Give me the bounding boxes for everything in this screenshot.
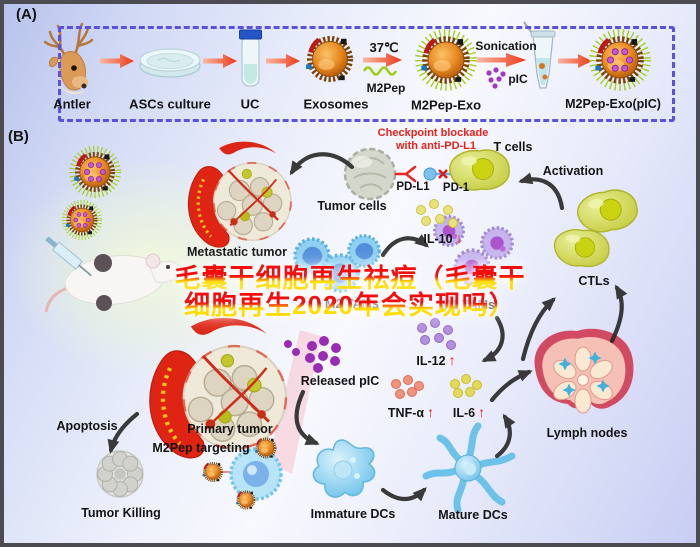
primary-tumor-label: Primary tumor	[187, 422, 273, 436]
sonication-label: Sonication	[475, 39, 537, 53]
arrow-lymph-to-ctls-2	[609, 284, 628, 344]
watermark-line-2: 细胞再生2020年会实现吗）	[184, 290, 516, 320]
arrow-il6-to-lymph	[489, 369, 533, 403]
m2pep-peptide-icon	[362, 66, 398, 76]
pd-1-label: PD-1	[442, 182, 470, 194]
exosomes-label: Exosomes	[303, 96, 369, 112]
antler-label: Antler	[53, 96, 91, 112]
il12-dots	[417, 318, 456, 350]
eppendorf-tube-icon	[523, 21, 556, 89]
pic-dots-icon	[486, 67, 506, 89]
apoptosis-label: Apoptosis	[56, 419, 118, 433]
uc-label: UC	[240, 96, 260, 112]
mature-dc-icon	[422, 422, 516, 514]
m2pep-exo-label: M2Pep-Exo	[410, 97, 482, 113]
released-pic-label: Released pIC	[300, 374, 380, 388]
temperature-label: 37℃	[369, 40, 399, 55]
pd-l1-label: PD-L1	[396, 181, 430, 193]
ctl-cell-icon-2	[551, 226, 612, 270]
il12-up-arrow-icon: ↑	[448, 352, 456, 368]
tnf-name: TNF-α	[387, 406, 425, 420]
arrow-m2-to-m1	[380, 234, 430, 258]
ctl-cell-icon-1	[574, 186, 641, 236]
tnf-dots	[391, 375, 424, 399]
tnf-label: TNF-α ↑	[388, 404, 434, 420]
tumor-cells-label: Tumor cells	[317, 199, 387, 213]
t-cells-label: T cells	[493, 140, 533, 154]
tumor-killing-label: Tumor Killing	[81, 506, 161, 520]
il10-down-arrow-icon: ↓	[455, 230, 463, 246]
arrow-pic-to-immature-dc	[294, 389, 320, 446]
petri-dish-icon	[139, 48, 201, 78]
checkpoint-blockade-label-2: with anti-PD-L1	[395, 140, 477, 152]
il12-label: IL-12 ↑	[416, 352, 455, 368]
lymph-nodes-label: Lymph nodes	[546, 426, 628, 440]
pd-interaction-icon	[394, 165, 454, 183]
targeting-beam	[268, 330, 321, 474]
arrow-activation	[518, 172, 565, 211]
il6-label: IL-6 ↑	[453, 404, 485, 420]
arrow-lymph-to-ctls-1	[520, 297, 556, 362]
il6-up-arrow-icon: ↑	[478, 404, 486, 420]
il6-name: IL-6	[452, 406, 476, 420]
m1-tam-icon-3	[480, 226, 514, 260]
lymph-node-icon	[534, 328, 634, 414]
immature-dcs-label: Immature DCs	[310, 507, 396, 521]
panel-b-tag: (B)	[8, 128, 29, 145]
ctls-label: CTLs	[578, 274, 610, 288]
syringe-icon	[45, 236, 92, 277]
mature-dcs-label: Mature DCs	[438, 508, 508, 522]
checkpoint-blockade-label-1: Checkpoint blockade	[377, 127, 489, 139]
m2pep-exo-pic-label: M2Pep-Exo(pIC)	[565, 97, 661, 111]
arrow-immature-to-mature	[380, 487, 427, 502]
il10-dots	[416, 199, 458, 228]
metastatic-tumor-icon	[186, 140, 293, 249]
tumor-cell-icon	[343, 147, 397, 201]
arrow-mature-dc-up	[494, 413, 516, 459]
m1-tams-label: M1 TAMs	[441, 298, 495, 312]
arrow-tcells-to-metastatic	[289, 152, 355, 176]
panel-a-tag: (A)	[16, 6, 37, 23]
il10-label: IL-10 ↓	[423, 230, 462, 246]
m2pep-targeting-label: M2Pep targeting	[152, 441, 250, 455]
m2-tams-label: M2 TAMs	[325, 297, 379, 311]
ascs-culture-label: ASCs culture	[129, 96, 211, 112]
mouse-icon	[44, 253, 185, 313]
m2-tam-icon-3	[347, 234, 381, 268]
arrow-m1-down	[481, 315, 505, 363]
immature-dc-icon	[312, 439, 376, 498]
metastatic-tumor-label: Metastatic tumor	[186, 245, 288, 259]
released-pic-dots	[284, 336, 341, 373]
il12-name: IL-12	[416, 354, 446, 368]
apoptotic-cell-icon	[96, 450, 144, 498]
m2pep-label: M2Pep	[366, 81, 406, 95]
activation-label: Activation	[542, 164, 604, 178]
watermark-line-1: 毛囊干细胞再生祛痘（毛囊干	[174, 263, 526, 293]
il6-dots	[450, 374, 482, 398]
pic-label: pIC	[508, 72, 528, 86]
centrifuge-tube-icon	[239, 29, 262, 87]
il10-name: IL-10	[423, 232, 453, 246]
tnf-up-arrow-icon: ↑	[427, 404, 435, 420]
targeting-exosome-2	[203, 463, 222, 481]
arrow-apoptosis	[107, 411, 140, 454]
panel-a-box	[58, 26, 675, 122]
